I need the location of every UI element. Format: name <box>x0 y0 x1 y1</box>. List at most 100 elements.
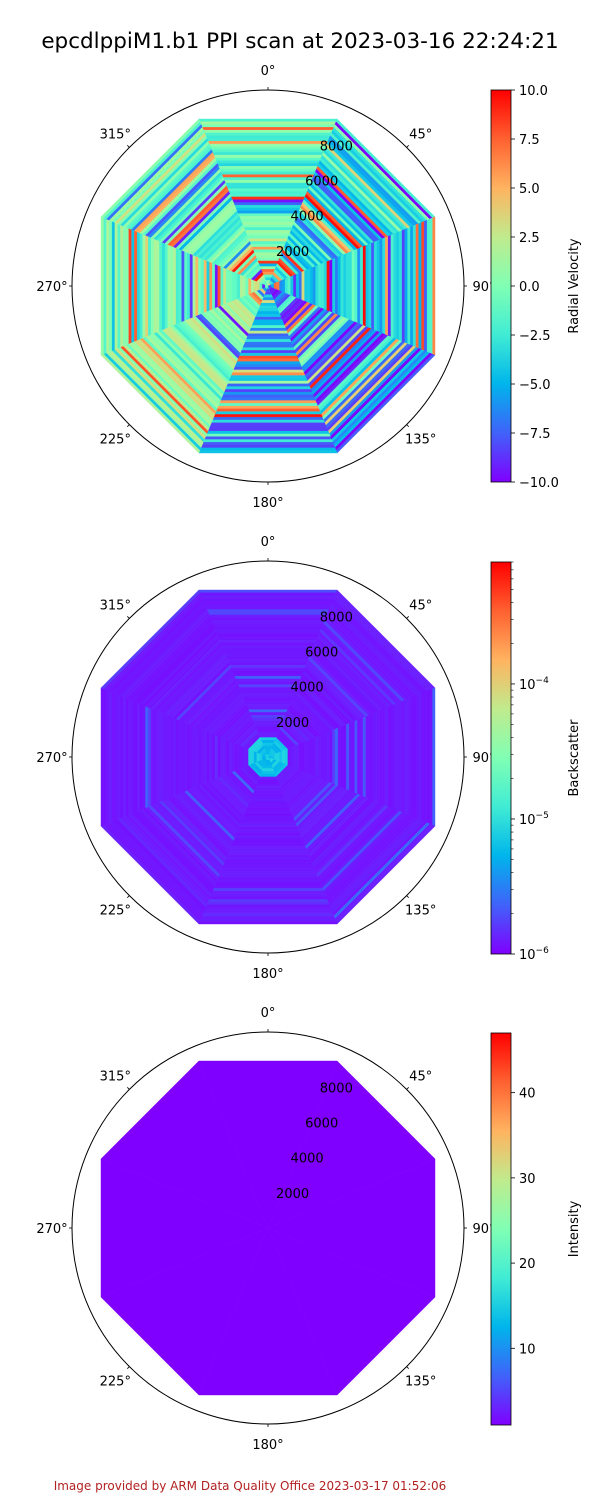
range-gate-cell <box>278 279 283 293</box>
range-gate-cell <box>153 238 157 334</box>
colorbar-label: Radial Velocity <box>567 238 582 334</box>
range-gate-cell <box>201 127 335 131</box>
range-gate-cell <box>213 884 323 889</box>
theta-tick-label: 225° <box>100 433 131 448</box>
range-gate-cell <box>234 271 238 301</box>
colorbar-label: Intensity <box>567 1200 582 1257</box>
range-gate-cell <box>395 702 400 812</box>
range-gate-cell <box>257 779 279 783</box>
range-gate-cell <box>128 228 132 344</box>
colorbar-tick-label: 10.0 <box>519 84 548 99</box>
range-gate-cell <box>395 231 400 341</box>
range-gate-cell <box>384 236 388 336</box>
range-gate-cell <box>249 798 287 802</box>
range-gate-cell <box>256 752 260 762</box>
theta-tick-label: 135° <box>405 433 436 448</box>
range-gate-cell <box>214 734 219 780</box>
range-gate-cell <box>203 600 333 605</box>
range-gate-cell <box>189 253 194 319</box>
range-gate-cell <box>240 218 296 223</box>
range-gate-cell <box>245 276 249 296</box>
colorbar-gradient <box>490 1032 512 1426</box>
range-gate-cell <box>368 714 372 800</box>
range-gate-cell <box>203 730 207 784</box>
range-gate-cell <box>426 218 430 354</box>
range-gate-cell <box>368 243 372 329</box>
range-gate-cell <box>243 227 293 231</box>
range-gate-cell <box>142 704 146 810</box>
range-gate-cell <box>153 709 157 805</box>
range-gate-cell <box>200 729 205 785</box>
range-gate-cell <box>123 225 127 347</box>
range-gate-cell <box>156 239 160 333</box>
range-gate-cell <box>260 299 276 303</box>
theta-tick-label: 270° <box>36 1222 67 1237</box>
range-gate-cell <box>251 321 285 326</box>
range-gate-cell <box>243 698 293 702</box>
range-gate-cell <box>256 310 280 315</box>
range-gate-cell <box>240 349 296 354</box>
range-gate-cell <box>298 271 302 301</box>
range-gate-cell <box>212 623 324 627</box>
range-gate-cell <box>219 168 317 173</box>
range-gate-cell <box>217 735 221 779</box>
range-gate-cell <box>225 857 311 861</box>
range-gate-cell <box>256 781 280 786</box>
range-gate-cell <box>390 704 394 810</box>
range-gate-cell <box>114 693 118 821</box>
range-gate-cell <box>228 377 308 381</box>
range-gate-cell <box>200 124 336 128</box>
range-gate-cell <box>231 199 305 203</box>
range-gate-cell <box>198 921 338 925</box>
range-gate-cell <box>181 249 185 323</box>
range-gate-cell <box>257 260 279 264</box>
theta-tick-label: 225° <box>100 1375 131 1390</box>
radial-tick-label: 8000 <box>320 1081 353 1096</box>
footer-credit: Image provided by ARM Data Quality Offic… <box>54 1479 447 1493</box>
range-gate-cell <box>238 216 298 220</box>
range-gate-cell <box>398 230 402 342</box>
range-gate-cell <box>234 742 238 772</box>
range-gate-cell <box>203 129 333 134</box>
range-gate-cell <box>220 397 316 401</box>
range-gate-cell <box>260 269 276 273</box>
range-gate-cell <box>234 834 302 838</box>
range-gate-cell <box>284 277 288 295</box>
range-gate-cell <box>290 746 294 768</box>
range-gate-cell <box>370 712 374 802</box>
range-gate-cell <box>187 252 191 320</box>
ppi-panel-3: 0° 45° 90° 135° 180° 225° 270° 315° 2000 4000 6000… <box>36 1006 582 1453</box>
range-gate-cell <box>240 689 296 694</box>
range-gate-cell <box>246 804 290 808</box>
range-gate-cell <box>406 226 411 346</box>
range-gate-cell <box>303 269 308 303</box>
theta-tick-label: 180° <box>252 967 283 982</box>
colorbar-tick-label: −2.5 <box>519 329 551 344</box>
range-gate-cell <box>242 224 294 228</box>
range-gate-cell <box>221 865 315 869</box>
range-gate-cell <box>200 915 336 919</box>
range-gate-cell <box>233 366 303 370</box>
range-gate-cell <box>228 269 233 303</box>
range-gate-cell <box>317 263 322 309</box>
range-gate-cell <box>128 699 132 815</box>
range-gate-cell <box>164 243 168 329</box>
range-gate-cell <box>359 246 363 326</box>
range-gate-cell <box>145 705 149 809</box>
range-gate-cell <box>337 726 341 788</box>
range-gate-cell <box>315 735 319 779</box>
colorbar-tick-label: 10 <box>519 1342 536 1357</box>
range-gate-cell <box>426 689 430 825</box>
range-gate-cell <box>225 182 311 186</box>
range-gate-cell <box>125 226 130 346</box>
colorbar-gradient <box>490 89 512 483</box>
range-gate-cell <box>208 895 328 900</box>
colorbar-tick-label: 10−6 <box>519 946 549 963</box>
range-gate-cell <box>218 166 318 170</box>
colorbar-tick-label: −7.5 <box>519 427 551 442</box>
range-gate-cell <box>173 246 177 326</box>
range-gate-cell <box>278 750 283 764</box>
theta-tick-label: 270° <box>36 280 67 295</box>
range-gate-cell <box>418 693 422 821</box>
